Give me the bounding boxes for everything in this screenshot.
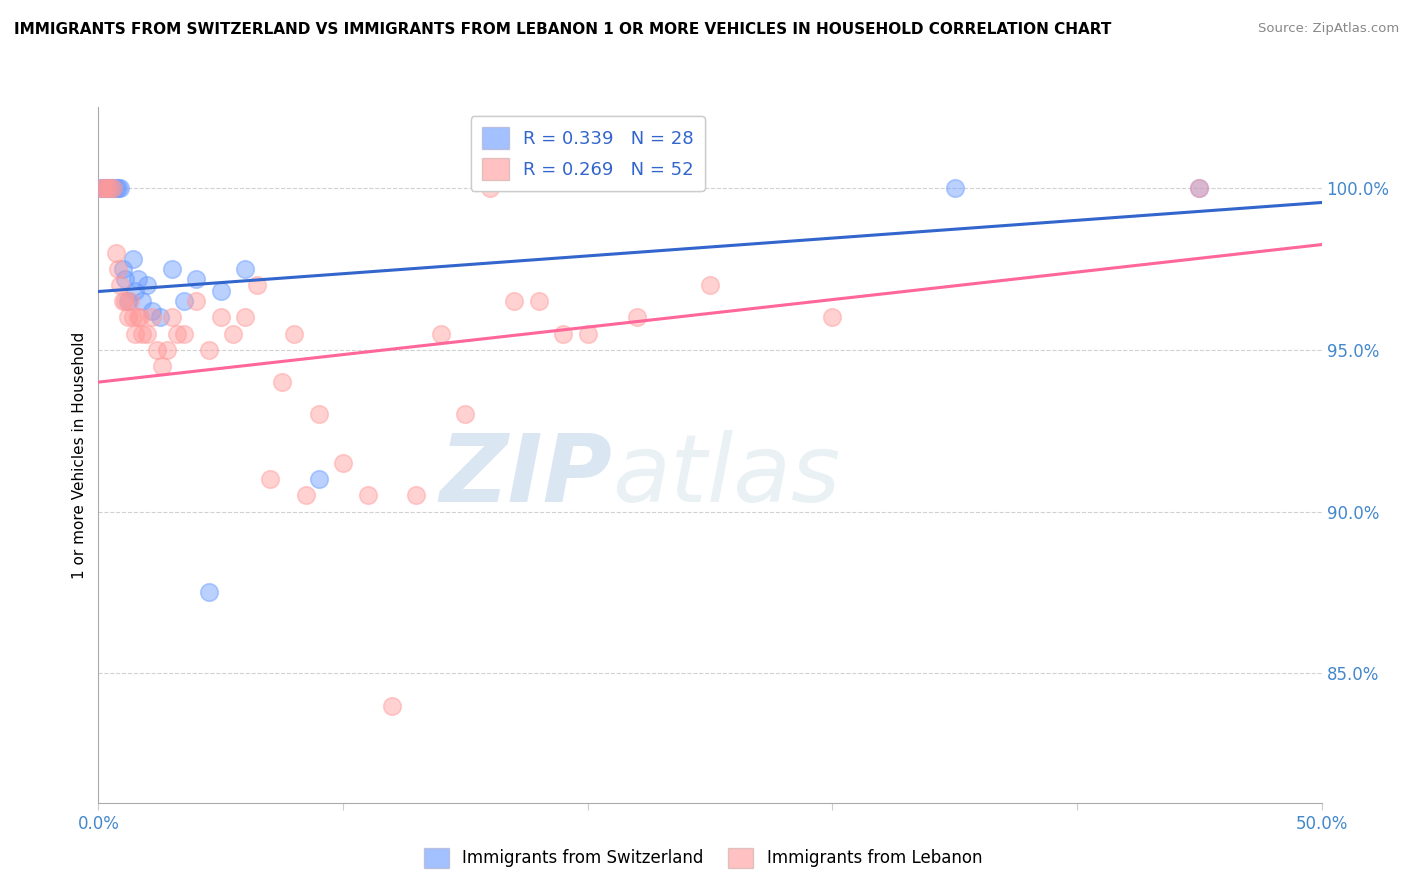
Point: [943, 181, 966, 195]
Point: [149, 310, 172, 325]
Point: [90, 181, 112, 195]
Point: [114, 271, 136, 285]
Point: [821, 310, 844, 325]
Point: [246, 278, 269, 293]
Point: [97, 181, 120, 195]
Point: [127, 310, 149, 325]
Point: [111, 261, 134, 276]
Point: [117, 310, 139, 325]
Point: [454, 408, 477, 422]
Point: [120, 294, 142, 309]
Point: [117, 294, 139, 309]
Point: [114, 294, 136, 309]
Point: [173, 294, 195, 309]
Point: [160, 310, 183, 325]
Point: [127, 271, 149, 285]
Text: Source: ZipAtlas.com: Source: ZipAtlas.com: [1258, 22, 1399, 36]
Point: [160, 261, 183, 276]
Text: ZIP: ZIP: [439, 430, 612, 522]
Legend: Immigrants from Switzerland, Immigrants from Lebanon: Immigrants from Switzerland, Immigrants …: [418, 841, 988, 875]
Point: [141, 304, 163, 318]
Point: [1188, 181, 1211, 195]
Point: [576, 326, 599, 341]
Point: [308, 408, 330, 422]
Point: [111, 294, 134, 309]
Point: [156, 343, 179, 357]
Point: [381, 698, 404, 713]
Point: [124, 285, 146, 299]
Point: [94, 181, 117, 195]
Point: [131, 294, 153, 309]
Point: [100, 181, 122, 195]
Point: [131, 326, 153, 341]
Point: [699, 278, 721, 293]
Point: [233, 310, 256, 325]
Point: [259, 472, 281, 486]
Point: [308, 472, 330, 486]
Point: [150, 359, 173, 373]
Point: [478, 181, 501, 195]
Point: [101, 181, 124, 195]
Point: [94, 181, 117, 195]
Point: [110, 278, 132, 293]
Point: [405, 488, 427, 502]
Point: [283, 326, 305, 341]
Point: [121, 252, 143, 267]
Point: [136, 278, 159, 293]
Point: [166, 326, 188, 341]
Point: [104, 245, 127, 260]
Point: [553, 326, 575, 341]
Point: [136, 326, 159, 341]
Point: [209, 310, 232, 325]
Point: [101, 181, 124, 195]
Point: [90, 181, 112, 195]
Point: [146, 343, 169, 357]
Point: [626, 310, 648, 325]
Point: [107, 261, 129, 276]
Point: [295, 488, 318, 502]
Point: [91, 181, 114, 195]
Text: IMMIGRANTS FROM SWITZERLAND VS IMMIGRANTS FROM LEBANON 1 OR MORE VEHICLES IN HOU: IMMIGRANTS FROM SWITZERLAND VS IMMIGRANT…: [14, 22, 1111, 37]
Point: [141, 310, 163, 325]
Point: [91, 181, 114, 195]
Point: [430, 326, 453, 341]
Point: [110, 181, 132, 195]
Point: [107, 181, 129, 195]
Point: [209, 285, 232, 299]
Point: [503, 294, 526, 309]
Point: [186, 294, 208, 309]
Point: [233, 261, 256, 276]
Text: atlas: atlas: [612, 430, 841, 521]
Point: [100, 181, 122, 195]
Y-axis label: 1 or more Vehicles in Household: 1 or more Vehicles in Household: [72, 331, 87, 579]
Point: [104, 181, 127, 195]
Point: [121, 310, 143, 325]
Point: [129, 310, 152, 325]
Point: [332, 456, 354, 470]
Point: [356, 488, 378, 502]
Point: [173, 326, 195, 341]
Point: [1188, 181, 1211, 195]
Point: [222, 326, 245, 341]
Point: [186, 271, 208, 285]
Point: [97, 181, 120, 195]
Point: [270, 375, 294, 389]
Point: [527, 294, 550, 309]
Point: [197, 585, 219, 599]
Point: [124, 326, 146, 341]
Point: [197, 343, 219, 357]
Legend: R = 0.339   N = 28, R = 0.269   N = 52: R = 0.339 N = 28, R = 0.269 N = 52: [471, 116, 704, 191]
